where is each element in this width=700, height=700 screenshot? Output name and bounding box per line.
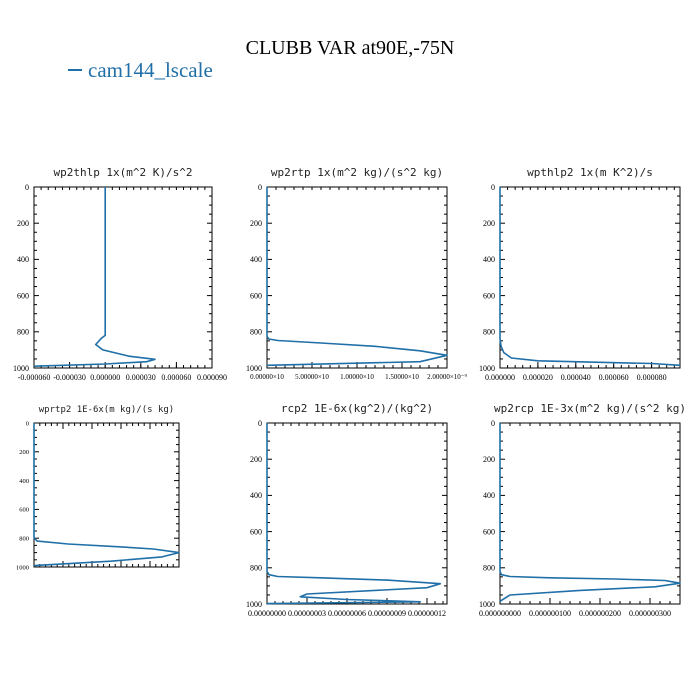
x-tick-label: 0.00000009 <box>368 609 406 618</box>
panel-title: wprtp2 1E-6x(m kg)/(s kg) <box>39 405 174 415</box>
x-tick-label: 0.000000 <box>485 373 515 382</box>
series-line <box>266 187 448 367</box>
x-tick-label: 5.00000×10 <box>295 373 329 381</box>
y-tick-label: 800 <box>19 535 29 542</box>
y-tick-label: 0 <box>258 419 262 428</box>
y-tick-label: 200 <box>483 455 495 464</box>
x-tick-label: 0.000000 <box>90 373 120 382</box>
y-tick-label: 200 <box>17 219 29 228</box>
chart-panel-1: wp2thlp 1x(m^2 K)/s^202004006008001000-0… <box>13 166 227 382</box>
x-tick-label: 2.00000×10⁻⁹ <box>427 373 467 381</box>
y-tick-label: 400 <box>19 478 29 485</box>
y-tick-label: 200 <box>250 219 262 228</box>
y-tick-label: 0 <box>491 183 495 192</box>
y-tick-label: 0 <box>26 420 29 427</box>
y-tick-label: 200 <box>19 449 29 456</box>
y-tick-label: 800 <box>483 564 495 573</box>
y-tick-label: 600 <box>483 291 495 300</box>
x-tick-label: 0.000060 <box>599 373 629 382</box>
x-tick-label: 0.00000012 <box>408 609 446 618</box>
figure-title: CLUBB VAR at90E,-75N <box>245 37 455 59</box>
legend: cam144_lscale <box>68 58 213 83</box>
series-line <box>33 423 180 567</box>
x-tick-label: 0.000090 <box>197 373 227 382</box>
y-tick-label: 800 <box>17 328 29 337</box>
chart-panel-4: wprtp2 1E-6x(m kg)/(s kg) 0 200 400 600 800 10… <box>16 405 180 571</box>
x-tick-label: 0.000040 <box>561 373 591 382</box>
x-tick-label: 1.50000×10 <box>385 373 419 381</box>
chart-panel-2: wp2rtp 1x(m^2 kg)/(s^2 kg) 0 200 400 600 800 1… <box>246 166 467 381</box>
x-tick-label: 0.000000000 <box>479 609 521 618</box>
y-tick-label: 400 <box>483 491 495 500</box>
y-tick-label: 400 <box>250 255 262 264</box>
x-tick-label: 0.00000003 <box>288 609 326 618</box>
x-tick-label: -0.000030 <box>53 373 86 382</box>
series-line <box>499 187 681 367</box>
x-tick-label: 0.000020 <box>523 373 553 382</box>
x-tick-label: 0.000060 <box>161 373 191 382</box>
chart-panel-6: wp2rcp 1E-3x(m^2 kg)/(s^2 kg) 0 200 400 600 8… <box>479 402 686 618</box>
chart-panel-5: rcp2 1E-6x(kg^2)/(kg^2) 0 200 400 600 800 1000… <box>246 402 448 618</box>
y-tick-label: 600 <box>17 291 29 300</box>
y-tick-label: 1000 <box>479 364 495 373</box>
y-tick-label: 0 <box>258 183 262 192</box>
legend-swatch <box>68 69 82 72</box>
series-line <box>499 423 681 602</box>
y-tick-label: 0 <box>491 419 495 428</box>
x-tick-label: 0.00000000 <box>248 609 286 618</box>
y-tick-label: 800 <box>250 328 262 337</box>
y-tick-label: 600 <box>250 291 262 300</box>
series-line <box>33 187 156 367</box>
y-tick-label: 1000 <box>246 364 262 373</box>
panel-title: rcp2 1E-6x(kg^2)/(kg^2) <box>281 402 433 415</box>
y-tick-label: 800 <box>483 328 495 337</box>
y-tick-label: 200 <box>250 455 262 464</box>
x-tick-label: -0.000060 <box>18 373 51 382</box>
x-tick-label: 0.00000×10 <box>250 373 284 381</box>
y-tick-label: 400 <box>250 491 262 500</box>
legend-label: cam144_lscale <box>88 58 213 82</box>
panel-title: wp2rcp 1E-3x(m^2 kg)/(s^2 kg) <box>494 402 686 415</box>
panel-title: wp2rtp 1x(m^2 kg)/(s^2 kg) <box>271 166 443 179</box>
panel-title: wpthlp2 1x(m K^2)/s <box>527 166 653 179</box>
y-tick-label: 1000 <box>479 600 495 609</box>
plot-frame <box>33 186 213 369</box>
x-tick-label: 0.000000100 <box>529 609 571 618</box>
panel-title: wp2thlp 1x(m^2 K)/s^2 <box>53 166 192 179</box>
y-tick-label: 600 <box>483 527 495 536</box>
x-tick-label: 0.000000200 <box>579 609 621 618</box>
y-tick-label: 600 <box>19 507 29 514</box>
y-tick-label: 1000 <box>13 364 29 373</box>
y-tick-label: 200 <box>483 219 495 228</box>
y-tick-label: 400 <box>17 255 29 264</box>
y-tick-label: 1000 <box>246 600 262 609</box>
y-tick-label: 0 <box>25 183 29 192</box>
y-tick-label: 1000 <box>16 564 29 571</box>
series-line <box>266 423 442 605</box>
y-tick-label: 400 <box>483 255 495 264</box>
x-tick-label: 0.000030 <box>126 373 156 382</box>
x-tick-label: 0.000000300 <box>629 609 671 618</box>
y-tick-label: 800 <box>250 564 262 573</box>
chart-panel-3: wpthlp2 1x(m K^2)/s020040060080010000.00… <box>479 166 681 382</box>
y-tick-label: 600 <box>250 527 262 536</box>
x-tick-label: 0.00000006 <box>328 609 366 618</box>
plot-frame <box>499 186 681 369</box>
x-tick-label: 1.00000×10 <box>340 373 374 381</box>
x-tick-label: 0.000080 <box>637 373 667 382</box>
